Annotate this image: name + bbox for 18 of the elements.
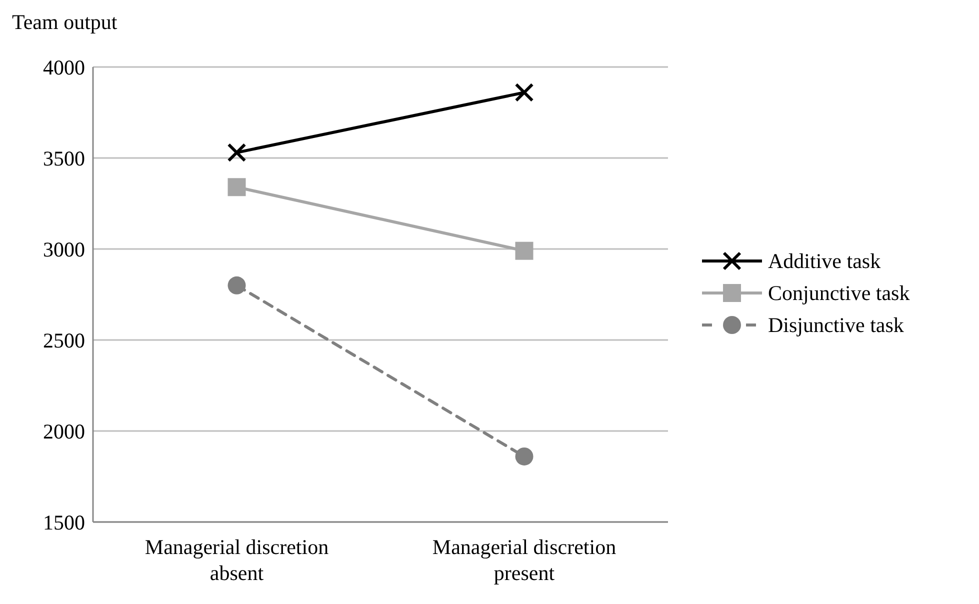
legend-label: Conjunctive task xyxy=(768,280,910,306)
y-tick-label: 1500 xyxy=(43,510,85,534)
point xyxy=(228,178,246,196)
y-tick-label: 3500 xyxy=(43,146,85,170)
point xyxy=(514,82,534,102)
point xyxy=(227,143,246,162)
y-axis-title: Team output xyxy=(12,10,118,35)
legend-label: Disjunctive task xyxy=(768,312,904,338)
point xyxy=(228,276,246,294)
y-tick-label: 4000 xyxy=(43,55,85,80)
point xyxy=(515,242,534,260)
y-tick-label: 3000 xyxy=(43,237,85,262)
legend-label: Additive task xyxy=(768,248,881,274)
point xyxy=(515,447,534,466)
x-tick-label: Managerial discretion present xyxy=(432,535,617,585)
x-tick-label: Managerial discretion absent xyxy=(144,535,330,585)
y-tick-label: 2500 xyxy=(43,328,85,352)
y-tick-label: 2000 xyxy=(43,419,85,444)
